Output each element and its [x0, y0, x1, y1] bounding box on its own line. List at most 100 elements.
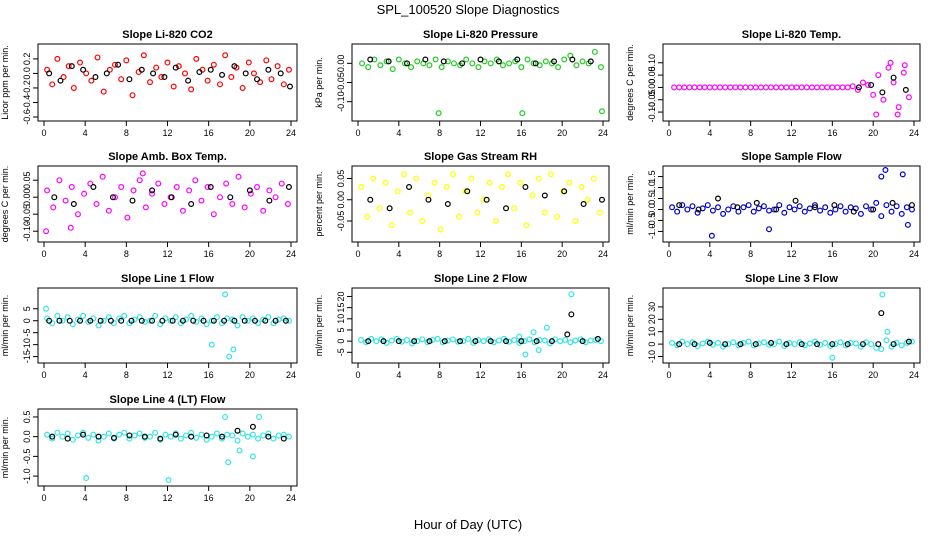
data-point	[768, 84, 775, 91]
data-point	[373, 338, 380, 345]
data-point	[490, 339, 497, 346]
data-point	[899, 171, 906, 178]
data-point	[207, 184, 214, 191]
data-point	[771, 206, 778, 213]
data-point	[181, 70, 188, 77]
data-point	[59, 317, 66, 324]
x-tick-label: 0	[41, 370, 46, 380]
data-point	[404, 337, 411, 344]
data-point	[200, 317, 207, 324]
data-point	[376, 205, 383, 212]
data-point	[236, 447, 243, 454]
data-point	[280, 81, 287, 88]
data-point	[222, 52, 229, 59]
data-point	[755, 205, 762, 212]
data-point	[696, 84, 703, 91]
data-point	[103, 70, 110, 77]
x-tick-label: 20	[557, 249, 567, 259]
data-point	[747, 84, 754, 91]
data-point	[95, 322, 102, 329]
x-tick-label: 16	[204, 370, 214, 380]
y-tick-label: -1.0	[647, 224, 657, 240]
data-point	[193, 55, 200, 62]
data-point	[210, 211, 217, 218]
data-point	[699, 340, 706, 347]
data-point	[419, 336, 426, 343]
data-point	[140, 52, 147, 59]
data-point	[796, 203, 803, 210]
x-tick-label: 24	[286, 249, 296, 259]
data-point	[711, 84, 718, 91]
y-tick-label: 0.0	[22, 430, 32, 443]
data-point	[492, 218, 499, 225]
chart-panel: Slope Li-820 Temp. degrees C per min. 0 4 8 1…	[625, 29, 921, 138]
data-point	[894, 111, 901, 118]
data-point	[822, 204, 829, 211]
x-tick-label: 0	[666, 128, 671, 138]
data-point	[43, 305, 50, 312]
data-point	[262, 317, 269, 324]
data-point	[414, 338, 421, 345]
data-point	[671, 84, 678, 91]
data-point	[69, 436, 76, 443]
data-point	[562, 337, 569, 344]
data-point	[188, 429, 195, 436]
data-point	[371, 56, 378, 63]
data-point	[432, 56, 439, 63]
x-tick-label: 20	[245, 128, 255, 138]
plot-frame	[351, 165, 610, 243]
data-point	[249, 431, 256, 438]
data-point	[444, 201, 451, 208]
data-point	[752, 341, 759, 348]
data-point	[382, 179, 389, 186]
data-point	[124, 214, 131, 221]
data-point	[280, 435, 287, 442]
y-tick-label: 0.05	[336, 170, 346, 188]
data-point	[100, 317, 107, 324]
data-point	[762, 84, 769, 91]
data-point	[422, 56, 429, 63]
x-tick-label: 24	[286, 493, 296, 503]
data-point	[837, 203, 844, 210]
data-point	[62, 197, 69, 204]
data-point	[522, 184, 529, 191]
data-point	[172, 431, 179, 438]
data-point	[250, 70, 257, 77]
data-point	[105, 207, 112, 214]
data-point	[185, 77, 192, 84]
data-point	[879, 291, 886, 298]
data-point	[868, 341, 875, 348]
data-point	[587, 337, 594, 344]
data-point	[115, 61, 122, 68]
data-point	[717, 84, 724, 91]
data-point	[398, 338, 405, 345]
x-tick-label: 8	[124, 493, 129, 503]
data-point	[766, 226, 773, 233]
data-point	[142, 204, 149, 211]
data-point	[776, 202, 783, 209]
data-point	[486, 179, 493, 186]
data-point	[198, 197, 205, 204]
data-point	[548, 338, 555, 345]
data-point	[908, 202, 915, 209]
data-point	[579, 58, 586, 65]
data-point	[792, 197, 799, 204]
data-point	[689, 203, 696, 210]
data-point	[898, 342, 905, 349]
figure-title: SPL_100520 Slope Diagnostics	[376, 2, 560, 17]
data-point	[901, 62, 908, 69]
data-point	[518, 64, 525, 71]
data-point	[186, 187, 193, 194]
data-point	[483, 196, 490, 203]
data-point	[474, 209, 481, 216]
x-tick-label: 24	[286, 370, 296, 380]
data-point	[274, 63, 281, 70]
data-point	[594, 335, 601, 342]
data-point	[256, 413, 263, 420]
data-point	[44, 187, 51, 194]
chart-panel: Slope Line 1 Flow ml/min per min. 0 4 8 12 16 2…	[0, 273, 298, 380]
data-point	[806, 205, 813, 212]
data-point	[147, 317, 154, 324]
x-tick-label: 0	[666, 370, 671, 380]
data-point	[714, 195, 721, 202]
